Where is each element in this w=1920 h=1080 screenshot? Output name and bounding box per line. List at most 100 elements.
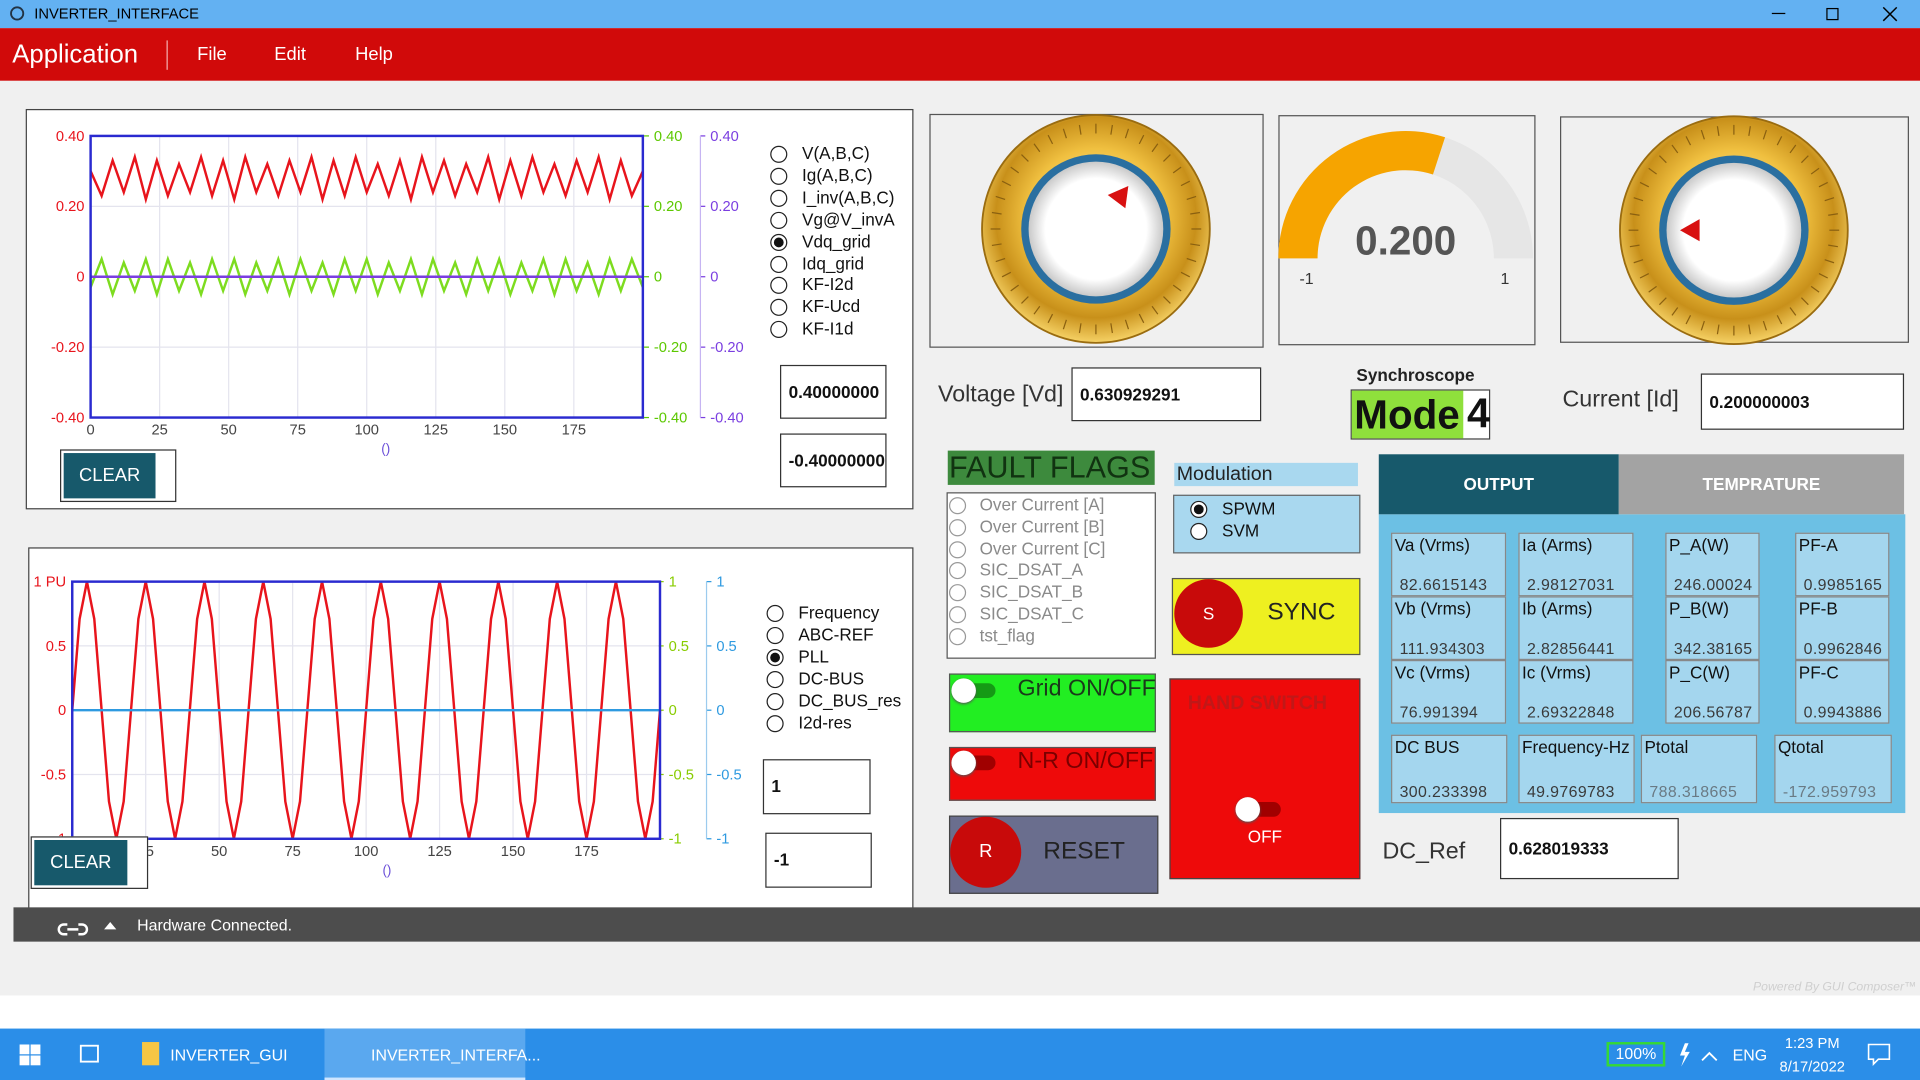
radio-button[interactable] xyxy=(770,211,788,229)
radio-button[interactable] xyxy=(766,604,784,623)
text-input[interactable]: -1 xyxy=(765,832,872,888)
output-label: Vb (Vrms) xyxy=(1394,598,1472,619)
hand-switch-panel xyxy=(1169,678,1361,880)
title-bar xyxy=(0,0,1920,29)
clock-time: 1:23 PM xyxy=(1784,1034,1840,1052)
radio-button[interactable] xyxy=(766,715,784,733)
text-input[interactable]: 0.40000000 xyxy=(780,364,887,419)
output-label: Ia (Arms) xyxy=(1522,535,1593,555)
tab[interactable]: OUTPUT xyxy=(1378,454,1619,515)
modulation-option[interactable]: SVM xyxy=(1222,520,1260,540)
text-input[interactable]: 1 xyxy=(762,759,871,815)
radio-button[interactable] xyxy=(770,167,788,185)
output-cell: Va (Vrms) 82.6615143 xyxy=(1391,532,1507,597)
legend-label[interactable]: I2d-res xyxy=(798,712,852,733)
battery-indicator: 100% xyxy=(1606,1042,1666,1067)
radio-button[interactable] xyxy=(948,497,967,515)
radio-button[interactable] xyxy=(948,518,967,537)
radio-button[interactable] xyxy=(948,627,967,646)
output-cell: DC BUS 300.233398 xyxy=(1391,734,1508,804)
legend-label[interactable]: ABC-REF xyxy=(798,624,874,645)
legend-label[interactable]: DC_BUS_res xyxy=(798,690,902,711)
output-value: 246.00024 xyxy=(1673,575,1753,594)
text-input[interactable]: 0.628019333 xyxy=(1500,817,1679,880)
fault-flags-box xyxy=(946,492,1156,659)
toggle-knob[interactable] xyxy=(1235,797,1260,822)
output-label: PF-A xyxy=(1798,535,1838,555)
radio-button[interactable] xyxy=(770,299,788,317)
text-input[interactable]: 0.630929291 xyxy=(1071,367,1262,422)
knob-panel xyxy=(929,113,1264,348)
output-value: 82.6615143 xyxy=(1399,575,1488,594)
current-label: Current [Id] xyxy=(1562,386,1679,413)
legend-label[interactable]: KF-Ucd xyxy=(802,296,861,317)
radio-button[interactable] xyxy=(948,562,967,580)
output-value: 76.991394 xyxy=(1399,702,1479,722)
knob-panel xyxy=(1560,116,1909,343)
radio-button[interactable] xyxy=(770,321,788,339)
legend-label[interactable]: I_inv(A,B,C) xyxy=(802,187,895,207)
clock-date: 8/17/2022 xyxy=(1779,1057,1845,1076)
legend-label[interactable]: Vg@V_invA xyxy=(802,209,895,229)
radio-button[interactable] xyxy=(948,584,967,602)
radio-button[interactable] xyxy=(766,693,784,711)
clear-button[interactable]: CLEAR xyxy=(34,840,128,886)
legend-label[interactable]: Ig(A,B,C) xyxy=(802,165,873,185)
output-label: PF-B xyxy=(1798,598,1838,619)
radio-button[interactable] xyxy=(1190,522,1208,540)
radio-button[interactable] xyxy=(770,189,788,207)
sync-icon: S xyxy=(1174,579,1243,648)
legend-label[interactable]: PLL xyxy=(798,646,829,667)
output-label: Ib (Arms) xyxy=(1522,598,1593,619)
radio-button[interactable] xyxy=(770,145,788,163)
radio-button[interactable] xyxy=(770,255,788,273)
radio-button[interactable] xyxy=(766,626,784,645)
legend-label[interactable]: KF-I2d xyxy=(802,274,854,295)
radio-button[interactable] xyxy=(770,277,788,295)
legend-label[interactable]: KF-I1d xyxy=(802,318,854,339)
legend-label[interactable]: Vdq_grid xyxy=(802,230,871,251)
radio-button[interactable] xyxy=(948,606,967,624)
output-label: Ptotal xyxy=(1644,737,1689,757)
app-name: Application xyxy=(12,40,139,69)
reset-icon: R xyxy=(950,816,1022,888)
menu-item[interactable]: Help xyxy=(355,44,393,65)
mode-label: Mode xyxy=(1351,390,1464,439)
blank-strip xyxy=(0,995,1920,1029)
output-cell: Frequency-Hz 49.9769783 xyxy=(1518,734,1635,804)
tab[interactable]: TEMPRATURE xyxy=(1618,454,1905,515)
fault-flags-title: FAULT FLAGS xyxy=(947,450,1155,485)
output-value: 788.318665 xyxy=(1649,782,1738,801)
nr-toggle-label: N-R ON/OFF xyxy=(1017,748,1154,774)
fault-flag-label: SIC_DSAT_B xyxy=(979,581,1084,602)
menu-item[interactable]: File xyxy=(197,44,227,65)
radio-dot xyxy=(1193,504,1204,515)
radio-dot xyxy=(773,237,784,247)
output-label: Frequency-Hz xyxy=(1522,737,1630,757)
legend-label[interactable]: Idq_grid xyxy=(802,252,864,273)
taskbar-label: INVERTER_INTERFA... xyxy=(371,1045,541,1065)
toggle-knob xyxy=(951,750,976,776)
menu-bar xyxy=(0,28,1920,81)
reset-label: RESET xyxy=(1043,837,1125,865)
toggle-knob xyxy=(951,678,976,703)
text-input[interactable]: 0.200000003 xyxy=(1700,373,1905,430)
legend-label[interactable]: Frequency xyxy=(798,602,880,623)
output-cell: Vc (Vrms) 76.991394 xyxy=(1391,660,1507,724)
clear-button[interactable]: CLEAR xyxy=(63,453,156,499)
legend-label[interactable]: DC-BUS xyxy=(798,668,865,689)
text-input[interactable]: -0.40000000 xyxy=(780,433,887,488)
hand-switch-title: HAND SWITCH xyxy=(1187,693,1328,714)
grid-toggle-label: Grid ON/OFF xyxy=(1017,675,1156,702)
dc-ref-label: DC_Ref xyxy=(1382,838,1466,865)
menu-item[interactable]: Edit xyxy=(274,44,306,65)
radio-button[interactable] xyxy=(948,540,967,558)
output-value: 49.9769783 xyxy=(1526,782,1615,801)
legend-label[interactable]: V(A,B,C) xyxy=(802,143,870,163)
radio-button[interactable] xyxy=(766,671,784,689)
modulation-option[interactable]: SPWM xyxy=(1222,498,1276,518)
output-value: 206.56787 xyxy=(1673,702,1753,722)
output-value: 2.82856441 xyxy=(1526,639,1615,658)
